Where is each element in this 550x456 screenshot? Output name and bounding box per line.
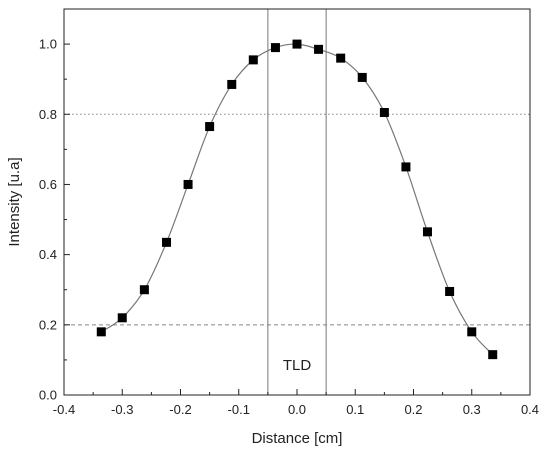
annotations: TLD [283, 357, 312, 374]
x-axis-ticks: -0.4 -0.3 -0.2 -0.1 0.0 0.1 0.2 0.3 0.4 [53, 389, 539, 417]
data-point-3 [162, 237, 172, 247]
y-tick-label: 1.0 [39, 37, 57, 52]
x-tick-label: 0.2 [404, 402, 422, 417]
series-line-group [100, 43, 494, 356]
x-tick-label: 0.0 [288, 402, 306, 417]
data-point-8 [270, 43, 280, 53]
data-point-9 [292, 39, 302, 49]
y-tick-label: 0.6 [39, 177, 57, 192]
x-tick-label: -0.3 [111, 402, 133, 417]
data-point-2 [139, 285, 149, 295]
y-tick-label: 0.8 [39, 107, 57, 122]
reference-lines [64, 9, 530, 395]
y-tick-label: 0.4 [39, 247, 57, 262]
data-point-10 [314, 44, 324, 54]
x-tick-label: 0.1 [346, 402, 364, 417]
annotation-label: TLD [283, 357, 312, 374]
data-point-17 [467, 327, 477, 337]
y-tick-label: 0.2 [39, 317, 57, 332]
data-point-18 [488, 350, 498, 360]
y-axis-title: Intensity [u.a] [6, 157, 23, 246]
x-tick-label: -0.2 [169, 402, 191, 417]
data-point-4 [183, 179, 193, 189]
y-tick-label: 0.0 [39, 388, 57, 403]
data-point-16 [445, 286, 455, 296]
x-tick-label: 0.3 [463, 402, 481, 417]
x-tick-label: 0.4 [521, 402, 539, 417]
y-axis-ticks: 0.0 0.2 0.4 0.6 0.8 1.0 [39, 8, 70, 403]
x-tick-label: -0.1 [228, 402, 250, 417]
data-point-6 [227, 79, 237, 89]
data-point-12 [357, 72, 367, 82]
data-point-0 [96, 327, 106, 337]
data-point-13 [379, 108, 389, 118]
plot-frame [63, 8, 531, 396]
data-point-11 [336, 53, 346, 63]
data-markers [96, 39, 498, 360]
series-line [100, 43, 494, 356]
data-point-15 [422, 227, 432, 237]
data-point-5 [205, 122, 215, 132]
x-axis-title: Distance [cm] [252, 430, 343, 447]
data-point-7 [248, 55, 258, 65]
x-tick-label: -0.4 [53, 402, 75, 417]
data-point-1 [117, 313, 127, 323]
data-point-14 [401, 162, 411, 172]
